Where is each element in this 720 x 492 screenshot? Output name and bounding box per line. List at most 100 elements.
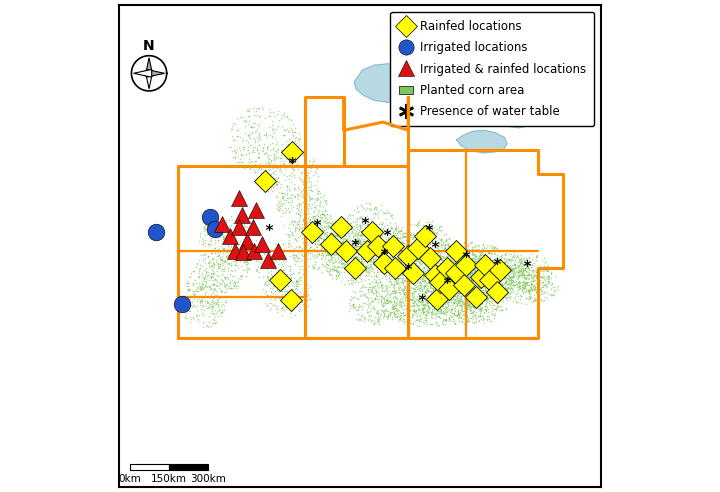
Point <box>319 213 330 220</box>
Point <box>534 292 545 300</box>
Point <box>503 267 514 275</box>
Point <box>436 319 448 327</box>
Point <box>294 244 306 251</box>
Point <box>253 120 264 128</box>
Point <box>244 164 256 172</box>
Point <box>420 246 431 253</box>
Point <box>346 301 358 309</box>
Point <box>475 256 487 264</box>
Point <box>269 183 280 190</box>
Point <box>394 308 405 316</box>
Point <box>448 269 459 277</box>
Point <box>464 302 476 310</box>
Point <box>292 277 303 284</box>
Point <box>266 272 278 280</box>
Point <box>459 259 471 267</box>
Point <box>516 280 528 288</box>
Point <box>378 241 390 248</box>
Point <box>269 178 280 185</box>
Point <box>228 154 239 161</box>
Point <box>459 264 471 272</box>
Point <box>454 313 465 321</box>
Point <box>313 250 325 258</box>
Point <box>449 276 460 283</box>
Point <box>395 302 407 309</box>
Point <box>408 220 420 228</box>
Point <box>498 264 509 272</box>
Point <box>293 129 305 137</box>
Point <box>447 243 459 250</box>
Point <box>482 289 494 297</box>
Point <box>344 301 356 308</box>
Point <box>382 254 394 262</box>
Point <box>203 228 215 236</box>
Point <box>474 272 486 280</box>
Point <box>488 311 500 319</box>
Point <box>451 286 462 294</box>
Point <box>434 269 446 277</box>
Point <box>288 132 300 140</box>
Point <box>424 241 436 248</box>
Point <box>510 297 522 305</box>
Point <box>303 196 315 204</box>
Point <box>413 270 425 278</box>
Point <box>454 277 465 285</box>
Point <box>418 254 429 262</box>
Point <box>487 294 499 302</box>
Point <box>286 217 297 225</box>
Point <box>452 293 464 301</box>
Point <box>461 283 472 291</box>
Point <box>489 259 500 267</box>
Point <box>372 258 384 266</box>
Point <box>346 248 357 256</box>
Point <box>468 293 480 301</box>
Point <box>286 274 297 281</box>
Point <box>513 263 524 271</box>
Point <box>311 220 323 228</box>
Point <box>480 260 491 268</box>
Point <box>442 247 454 255</box>
Point <box>300 238 312 246</box>
Point <box>276 194 288 202</box>
Point <box>433 305 444 312</box>
Point <box>364 262 375 270</box>
Point <box>479 270 490 277</box>
Point <box>444 285 456 293</box>
Point <box>495 284 506 292</box>
Point <box>378 308 390 315</box>
Point <box>470 304 482 312</box>
Point <box>351 239 362 246</box>
Point <box>525 263 536 271</box>
Point <box>343 279 354 287</box>
Point <box>264 252 275 260</box>
Point <box>381 253 392 261</box>
Point <box>413 296 424 304</box>
Point <box>363 263 374 271</box>
Point <box>527 285 539 293</box>
Point <box>343 231 355 239</box>
Point <box>442 260 454 268</box>
Point <box>466 265 477 273</box>
Point <box>344 296 356 304</box>
Point <box>418 292 430 300</box>
Point <box>363 265 374 273</box>
Point <box>408 248 419 256</box>
Point <box>312 228 323 236</box>
Point <box>194 229 206 237</box>
Point <box>493 260 505 268</box>
Point <box>391 271 402 278</box>
Point <box>373 230 384 238</box>
Point <box>457 283 469 291</box>
Point <box>521 279 533 287</box>
Point <box>428 282 439 290</box>
Point <box>278 270 289 277</box>
Point <box>354 221 365 229</box>
Point <box>292 285 303 293</box>
Point <box>409 245 420 253</box>
Point <box>366 233 377 241</box>
Point <box>404 251 415 259</box>
Point <box>467 289 478 297</box>
Point <box>494 273 505 280</box>
Point <box>194 282 205 290</box>
Point <box>340 254 351 262</box>
